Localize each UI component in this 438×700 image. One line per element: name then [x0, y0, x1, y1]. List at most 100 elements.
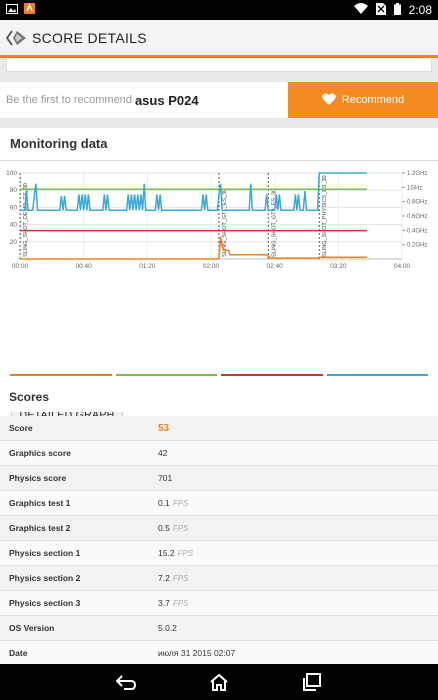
score-row: Graphics test 2 0.5 FPS: [0, 516, 438, 541]
score-number: июля 31 2015 02:07: [158, 648, 236, 658]
page-title: SCORE DETAILS: [32, 29, 147, 46]
home-icon: [210, 673, 228, 691]
y-tick-label: 80: [10, 187, 18, 194]
series-line-cpu-clock-ghz: [20, 172, 367, 212]
series-line-fps: [20, 236, 367, 260]
divider: [0, 160, 438, 161]
y-right-tick-label: 0.2GHz: [407, 243, 427, 249]
x-tick-label: 01:20: [139, 263, 156, 270]
score-label: Physics section 1: [9, 548, 81, 558]
y-tick-label: 40: [10, 222, 18, 229]
status-time: 2:08: [408, 3, 432, 17]
home-button[interactable]: [204, 670, 234, 694]
recommend-button-label: Recommend: [341, 94, 405, 106]
score-label: Graphics test 2: [9, 523, 71, 533]
score-row: Physics section 1 15.2 FPS: [0, 541, 438, 566]
recent-apps-icon: [302, 673, 321, 691]
scores-title: Scores: [9, 390, 50, 404]
y-right-tick-label: 1GHz: [407, 185, 422, 191]
x-tick-label: 00:40: [76, 263, 93, 270]
score-value: июля 31 2015 02:07: [158, 648, 235, 658]
score-unit: FPS: [172, 499, 189, 508]
test-marker-label: SLING_SHOT_GT2_ES_30: [271, 189, 277, 257]
y-tick-label: 60: [10, 204, 18, 211]
test-marker-label: SLING_SHOT_DEMO_ES_30: [23, 183, 29, 257]
score-value: 53: [158, 423, 169, 434]
score-unit: FPS: [172, 524, 189, 533]
score-value: 7.2 FPS: [158, 573, 188, 583]
score-unit: FPS: [172, 574, 189, 583]
recommend-prefix: Be the first to recommend: [6, 94, 132, 106]
score-value: 0.5 FPS: [158, 523, 188, 533]
x-tick-label: 04:00: [394, 263, 411, 270]
test-marker-label: SLING_SHOT_PHYSICS_ES_30: [322, 175, 328, 257]
y-right-tick-label: 1.2GHz: [407, 171, 427, 177]
y-right-tick-label: 0.6GHz: [407, 214, 427, 220]
recommend-text: Be the first to recommend asus P024: [0, 82, 288, 118]
score-row: Graphics score 42: [0, 441, 438, 466]
score-label: Physics score: [9, 473, 67, 483]
score-value: 0.1 FPS: [158, 498, 188, 508]
media-icon: [24, 1, 35, 19]
monitoring-title: Monitoring data: [10, 136, 108, 151]
score-number: 5.0.2: [158, 623, 177, 633]
scroll-content[interactable]: Be the first to recommend asus P024 Reco…: [0, 58, 438, 664]
score-number: 0.5: [158, 523, 170, 533]
score-row: Graphics test 1 0.1 FPS: [0, 491, 438, 516]
score-row: Score 53: [0, 416, 438, 441]
score-row: OS Version 5.0.2: [0, 616, 438, 641]
heart-icon: [322, 92, 336, 108]
score-label: Graphics score: [9, 448, 71, 458]
score-number: 53: [158, 422, 170, 434]
score-number: 7.2: [158, 573, 170, 583]
score-label: Date: [9, 648, 28, 658]
recommend-button[interactable]: Recommend: [288, 82, 438, 118]
image-icon: [6, 1, 18, 19]
x-tick-label: 03:20: [330, 263, 347, 270]
monitoring-chart: 00:00 00:40 01:20 02:00 02:40 03:20 04:00 100 80…: [6, 170, 427, 270]
wifi-icon: [353, 3, 368, 17]
back-button[interactable]: [111, 670, 141, 694]
score-unit: FPS: [177, 549, 194, 558]
score-unit: FPS: [172, 599, 189, 608]
recommend-row: Be the first to recommend asus P024 Reco…: [0, 82, 438, 118]
x-tick-label: 02:40: [267, 263, 284, 270]
test-marker-label: SLING_SHOT_GT1_ES_30: [222, 189, 228, 257]
score-row: Physics section 2 7.2 FPS: [0, 566, 438, 591]
score-value: 701: [158, 473, 172, 483]
score-number: 701: [158, 473, 173, 483]
score-label: Graphics test 1: [9, 498, 71, 508]
score-value: 15.2 FPS: [158, 548, 193, 558]
score-row: Physics section 3 3.7 FPS: [0, 591, 438, 616]
y-tick-label: 20: [10, 239, 18, 246]
score-label: Score: [9, 423, 33, 433]
previous-card-edge: [6, 58, 432, 72]
y-right-tick-label: 0.4GHz: [407, 228, 427, 234]
recent-apps-button[interactable]: [297, 670, 327, 694]
score-value: 5.0.2: [158, 623, 177, 633]
device-name: asus P024: [134, 92, 199, 108]
score-row: Physics score 701: [0, 466, 438, 491]
score-number: 42: [158, 448, 168, 458]
y-right-tick-label: 0.8GHz: [407, 200, 427, 206]
x-tick-label: 00:00: [12, 263, 29, 270]
battery-icon: [393, 2, 401, 18]
no-sim-icon: [375, 2, 386, 18]
back-chevron-icon: [6, 29, 26, 46]
score-number: 15.2: [158, 548, 175, 558]
scores-table: Score 53 Graphics score 42 Physics score 701 G…: [0, 416, 438, 664]
score-label: Physics section 2: [9, 573, 81, 583]
back-arrow-icon: [116, 675, 137, 690]
status-bar: 2:08: [0, 0, 438, 20]
score-number: 3.7: [158, 598, 170, 608]
scores-header: Scores: [0, 376, 438, 412]
score-row: Date июля 31 2015 02:07: [0, 641, 438, 664]
score-label: OS Version: [9, 623, 55, 633]
score-label: Physics section 3: [9, 598, 81, 608]
score-number: 0.1: [158, 498, 170, 508]
app-bar: SCORE DETAILS: [0, 20, 438, 58]
x-tick-label: 02:00: [203, 263, 220, 270]
navigation-bar: [0, 664, 438, 700]
score-value: 42: [158, 448, 167, 458]
back-logo-button[interactable]: [6, 27, 28, 49]
